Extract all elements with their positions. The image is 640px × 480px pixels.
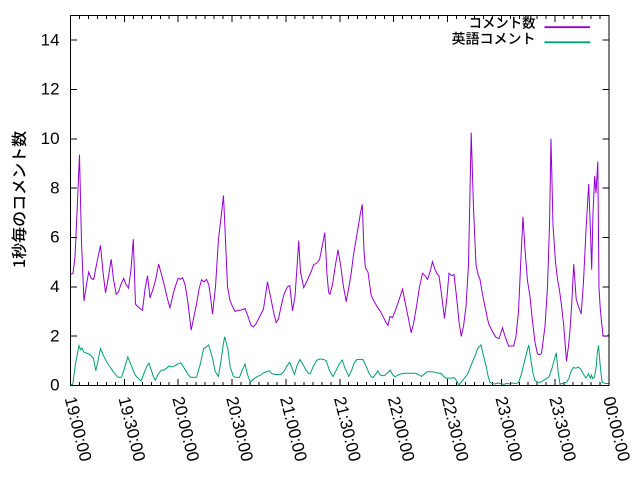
svg-text:6: 6 (50, 228, 59, 247)
svg-text:4: 4 (50, 277, 59, 296)
svg-text:10: 10 (41, 129, 60, 148)
svg-text:8: 8 (50, 178, 59, 197)
svg-text:2: 2 (50, 326, 59, 345)
svg-text:12: 12 (41, 80, 60, 99)
svg-text:0: 0 (50, 376, 59, 395)
svg-text:14: 14 (41, 30, 60, 49)
